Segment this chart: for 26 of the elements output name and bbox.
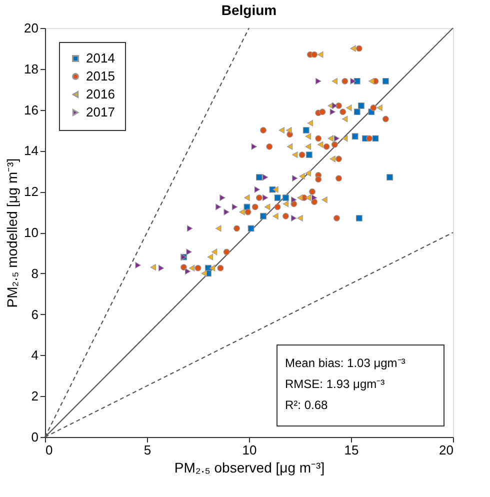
y-tick-label: 12 [24,184,38,200]
x-tick-label: 10 [242,442,257,458]
y-tick-label: 16 [24,102,38,118]
legend-label: 2015 [86,68,115,84]
annotation: RMSE: 1.93 μgm⁻³ [285,377,385,391]
x-tick-label: 20 [439,442,454,458]
x-tick-label: 0 [46,442,53,458]
chart-title: Belgium [221,2,277,18]
x-tick-label: 15 [344,442,359,458]
y-tick-label: 4 [31,348,38,363]
annotation: R²: 0.68 [285,398,328,412]
y-tick-label: 0 [31,430,38,444]
legend-label: 2017 [86,104,115,120]
legend-label: 2014 [86,50,115,66]
y-axis-title: PM₂.₅ modelled [μg m⁻³] [4,158,20,308]
y-tick-label: 14 [24,143,38,158]
y-tick-label: 8 [31,266,38,281]
y-tick-label: 20 [24,20,38,36]
y-tick-label: 18 [24,61,38,76]
x-tick-label: 5 [144,442,152,458]
y-tick-label: 6 [31,306,38,322]
y-tick-label: 2 [31,388,38,404]
x-axis-title: PM₂.₅ observed [μg m⁻³] [174,460,325,476]
y-tick-label: 10 [24,225,38,240]
legend-label: 2016 [86,86,115,102]
annotation: Mean bias: 1.03 μgm⁻³ [285,356,406,370]
